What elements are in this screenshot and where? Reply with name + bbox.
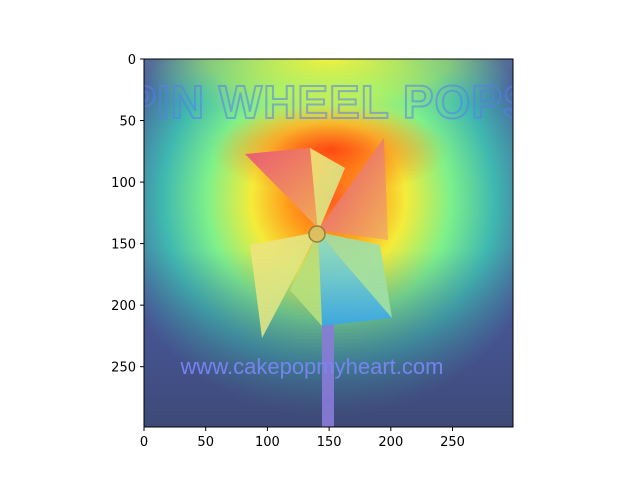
- y-tick-label: 150: [111, 238, 136, 253]
- x-axis: 0 50 100 150 200 250: [140, 427, 465, 450]
- plot-area: PIN WHEEL POPS www.cakepopmyheart.com: [125, 59, 534, 427]
- pinwheel-blade-yellow-upper: [310, 148, 345, 232]
- x-tick-label: 250: [440, 435, 465, 450]
- watermark-url-text: www.cakepopmyheart.com: [180, 354, 444, 379]
- axes-frame: [143, 58, 514, 428]
- y-tick-label: 0: [128, 53, 136, 68]
- overlay-title-text: PIN WHEEL POPS: [125, 76, 534, 128]
- x-tick-label: 0: [140, 435, 148, 450]
- x-tick-label: 150: [317, 435, 342, 450]
- pinwheel-blade-green: [290, 232, 322, 326]
- y-tick-label: 200: [111, 299, 136, 314]
- x-tick-label: 100: [255, 435, 280, 450]
- x-tick-label: 200: [378, 435, 403, 450]
- y-tick-label: 50: [119, 115, 136, 130]
- pinwheel-blade-yellow-left: [250, 232, 318, 338]
- pinwheel-center-pin: [308, 225, 326, 243]
- pinwheel-blade-pink-left: [245, 148, 318, 228]
- y-tick-label: 250: [111, 361, 136, 376]
- pinwheel-blade-teal: [318, 232, 392, 318]
- pinwheel-blade-pink-right: [318, 138, 388, 240]
- pinwheel-image: [245, 138, 392, 427]
- x-tick-label: 50: [197, 435, 214, 450]
- pinwheel-blade-blue: [318, 232, 392, 326]
- y-axis: 0 50 100 150 200 250: [111, 53, 144, 376]
- y-tick-label: 100: [111, 176, 136, 191]
